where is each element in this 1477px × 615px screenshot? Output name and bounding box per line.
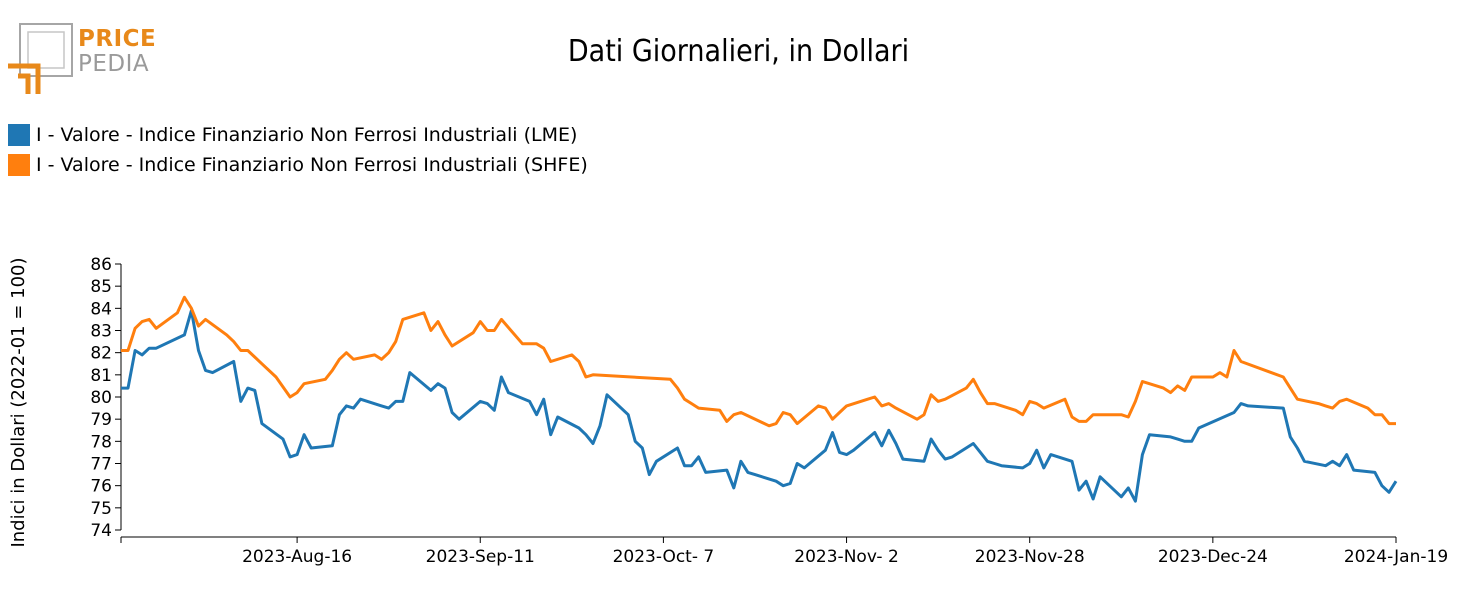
logo-mark-icon <box>8 23 73 94</box>
logo-word-pedia: PEDIA <box>78 51 150 77</box>
logo-word-price: PRICE <box>78 26 157 52</box>
x-tick-label: 2024-Jan-19 <box>1344 547 1448 567</box>
y-tick-label: 75 <box>90 499 112 519</box>
y-tick-label: 80 <box>90 388 112 408</box>
y-tick-label: 83 <box>90 322 112 342</box>
x-tick-label: 2023-Dec-24 <box>1158 547 1268 567</box>
y-tick-label: 78 <box>90 432 112 452</box>
legend-swatch-shfe <box>8 154 30 176</box>
y-tick-label: 85 <box>90 277 112 297</box>
legend-label-lme: I - Valore - Indice Finanziario Non Ferr… <box>36 124 578 146</box>
chart-legend: I - Valore - Indice Finanziario Non Ferr… <box>8 120 588 180</box>
chart-title: Dati Giornalieri, in Dollari <box>567 34 910 69</box>
x-axis: 2023-Aug-16 2023-Sep-11 2023-Oct- 7 2023-No… <box>120 536 1448 567</box>
series-line-shfe <box>121 295 1396 428</box>
y-tick-label: 84 <box>90 299 112 319</box>
y-tick-label: 79 <box>90 410 112 430</box>
y-axis-title: Indici in Dollari (2022-01 = 100) <box>8 257 29 547</box>
legend-item-shfe[interactable]: I - Valore - Indice Finanziario Non Ferr… <box>8 150 588 180</box>
legend-label-shfe: I - Valore - Indice Finanziario Non Ferr… <box>36 154 588 176</box>
y-tick-label: 74 <box>90 521 112 541</box>
legend-swatch-lme <box>8 124 30 146</box>
y-tick-label: 86 <box>90 255 112 275</box>
series-layer <box>121 295 1398 503</box>
y-tick-label: 82 <box>90 344 112 364</box>
x-tick-label: 2023-Aug-16 <box>242 547 352 567</box>
x-tick-label: 2023-Sep-11 <box>426 547 535 567</box>
y-tick-label: 81 <box>90 366 112 386</box>
pricepedia-logo: PRICE PEDIA <box>6 22 166 94</box>
x-tick-label: 2023-Oct- 7 <box>613 547 715 567</box>
series-line-lme <box>121 309 1398 503</box>
y-tick-label: 77 <box>90 455 112 475</box>
legend-item-lme[interactable]: I - Valore - Indice Finanziario Non Ferr… <box>8 120 588 150</box>
y-tick-label: 76 <box>90 477 112 497</box>
x-tick-label: 2023-Nov-28 <box>975 547 1085 567</box>
x-tick-label: 2023-Nov- 2 <box>794 547 898 567</box>
